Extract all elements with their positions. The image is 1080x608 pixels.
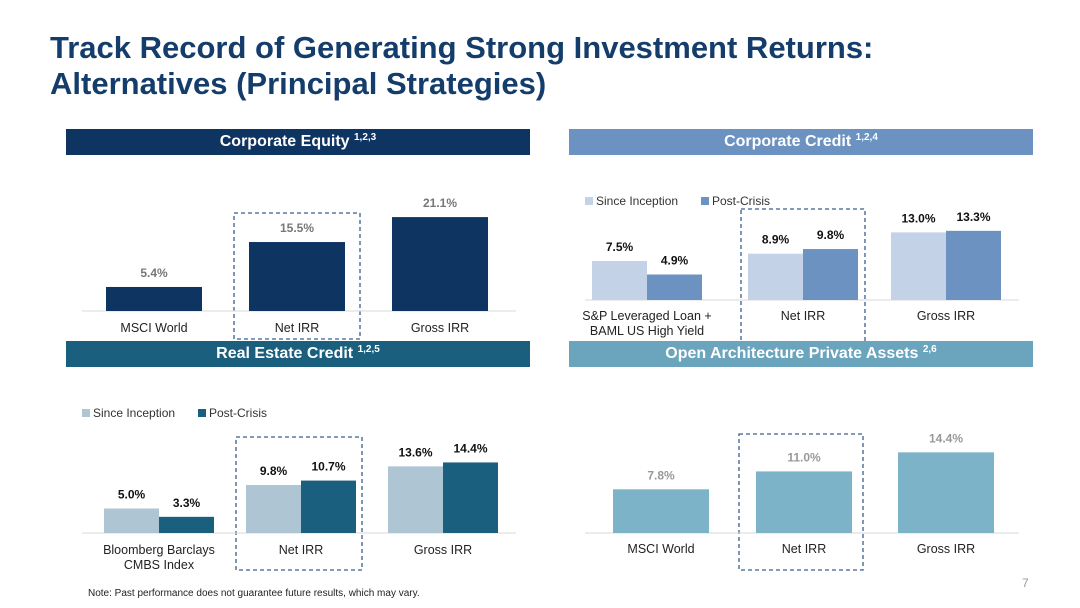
real-estate-credit-chart: Since Inception Post-Crisis 5.0% 3.3% Bloomb… (82, 406, 516, 572)
corporate-credit-legend-swatch (701, 197, 709, 205)
open-architecture-bar (613, 489, 709, 533)
page-title-line-1: Track Record of Generating Strong Invest… (50, 30, 874, 65)
real-estate-credit-legend-label: Post-Crisis (209, 406, 267, 420)
real-estate-credit-footnote-ref: 1,2,5 (357, 344, 380, 355)
real-estate-credit-data-label: 14.4% (453, 441, 487, 455)
open-architecture-footnote-ref: 2,6 (922, 344, 937, 355)
corporate-equity-header: Corporate Equity 1,2,3 (66, 129, 530, 155)
corporate-credit-legend-label: Post-Crisis (712, 194, 770, 208)
corporate-credit-category-label: Gross IRR (917, 309, 975, 323)
real-estate-credit-data-label: 3.3% (173, 496, 201, 510)
corporate-credit-highlight-box (740, 208, 866, 344)
corporate-equity-bar (106, 286, 202, 311)
corporate-credit-legend-swatch (585, 197, 593, 205)
corporate-credit-bar (592, 261, 647, 300)
page-title-line-2: Alternatives (Principal Strategies) (50, 66, 547, 101)
open-architecture-panel: Open Architecture Private Assets 2,6 7.8… (569, 341, 1033, 577)
corporate-credit-data-label: 13.0% (901, 211, 935, 225)
open-architecture-header: Open Architecture Private Assets 2,6 (569, 341, 1033, 367)
corporate-equity-category-label: MSCI World (120, 321, 187, 335)
corporate-credit-data-label: 9.8% (817, 228, 845, 242)
corporate-credit-legend-label: Since Inception (596, 194, 678, 208)
page-title: Track Record of Generating Strong Invest… (50, 30, 1050, 102)
corporate-equity-bar (392, 217, 488, 311)
corporate-equity-data-label: 15.5% (280, 221, 314, 235)
corporate-credit-data-label: 13.3% (956, 210, 990, 224)
real-estate-credit-highlight-box (235, 436, 363, 571)
corporate-credit-data-label: 8.9% (762, 233, 790, 247)
footnote-disclaimer: Note: Past performance does not guarante… (88, 588, 420, 599)
corporate-credit-data-label: 4.9% (661, 254, 689, 268)
corporate-equity-bar (249, 242, 345, 311)
real-estate-credit-data-label: 5.0% (118, 488, 146, 502)
corporate-credit-title: Corporate Credit (724, 133, 852, 150)
real-estate-credit-category-label: Net IRR (279, 543, 323, 557)
real-estate-credit-legend-swatch (82, 409, 90, 417)
open-architecture-title: Open Architecture Private Assets (665, 345, 919, 362)
corporate-equity-highlight-box (233, 212, 361, 340)
open-architecture-data-label: 14.4% (929, 431, 963, 445)
real-estate-credit-header: Real Estate Credit 1,2,5 (66, 341, 530, 367)
corporate-equity-data-label: 21.1% (423, 196, 457, 210)
corporate-equity-panel: Corporate Equity 1,2,3 5.4% MSCI World 15.… (66, 129, 530, 345)
open-architecture-category-label: Net IRR (782, 542, 826, 556)
real-estate-credit-panel: Real Estate Credit 1,2,5 Since Inception… (66, 341, 530, 577)
real-estate-credit-data-label: 9.8% (260, 464, 288, 478)
open-architecture-bar (756, 471, 852, 533)
open-architecture-category-label: MSCI World (627, 542, 694, 556)
open-architecture-category-label: Gross IRR (917, 542, 975, 556)
real-estate-credit-legend-swatch (198, 409, 206, 417)
open-architecture-data-label: 7.8% (647, 468, 675, 482)
corporate-credit-category-label: BAML US High Yield (590, 324, 704, 338)
corporate-credit-category-label: Net IRR (781, 309, 825, 323)
corporate-credit-bar (748, 253, 803, 300)
real-estate-credit-category-label: CMBS Index (124, 558, 195, 572)
corporate-equity-title: Corporate Equity (219, 133, 350, 150)
open-architecture-highlight-box (738, 433, 864, 571)
corporate-credit-data-label: 7.5% (606, 240, 634, 254)
real-estate-credit-data-label: 13.6% (398, 445, 432, 459)
page-number: 7 (1022, 576, 1029, 590)
corporate-credit-bar (803, 249, 858, 300)
real-estate-credit-bar (104, 508, 159, 533)
real-estate-credit-title: Real Estate Credit (216, 345, 354, 362)
real-estate-credit-bar (159, 516, 214, 533)
corporate-credit-chart: Since Inception Post-Crisis 7.5% 4.9% S&P Le… (582, 194, 1019, 344)
corporate-credit-bar (891, 232, 946, 300)
real-estate-credit-data-label: 10.7% (311, 460, 345, 474)
corporate-credit-panel: Corporate Credit 1,2,4 Since Inception Po… (569, 129, 1033, 345)
open-architecture-chart: 7.8% MSCI World 11.0% Net IRR 14.4% Gross IRR (585, 431, 1019, 571)
corporate-equity-chart: 5.4% MSCI World 15.5% Net IRR 21.1% Gross IRR (82, 196, 516, 340)
real-estate-credit-legend-label: Since Inception (93, 406, 175, 420)
real-estate-credit-bar (388, 466, 443, 533)
corporate-equity-category-label: Net IRR (275, 321, 319, 335)
corporate-equity-data-label: 5.4% (140, 266, 168, 280)
real-estate-credit-bar (246, 484, 301, 533)
corporate-equity-footnote-ref: 1,2,3 (354, 132, 377, 143)
real-estate-credit-category-label: Gross IRR (414, 543, 472, 557)
real-estate-credit-bar (443, 462, 498, 533)
corporate-credit-bar (647, 274, 702, 300)
corporate-credit-bar (946, 230, 1001, 300)
open-architecture-bar (898, 452, 994, 533)
open-architecture-data-label: 11.0% (787, 450, 821, 464)
corporate-equity-category-label: Gross IRR (411, 321, 469, 335)
corporate-credit-footnote-ref: 1,2,4 (855, 132, 878, 143)
real-estate-credit-bar (301, 480, 356, 533)
corporate-credit-header: Corporate Credit 1,2,4 (569, 129, 1033, 155)
real-estate-credit-category-label: Bloomberg Barclays (103, 543, 215, 557)
corporate-credit-category-label: S&P Leveraged Loan + (582, 309, 711, 323)
